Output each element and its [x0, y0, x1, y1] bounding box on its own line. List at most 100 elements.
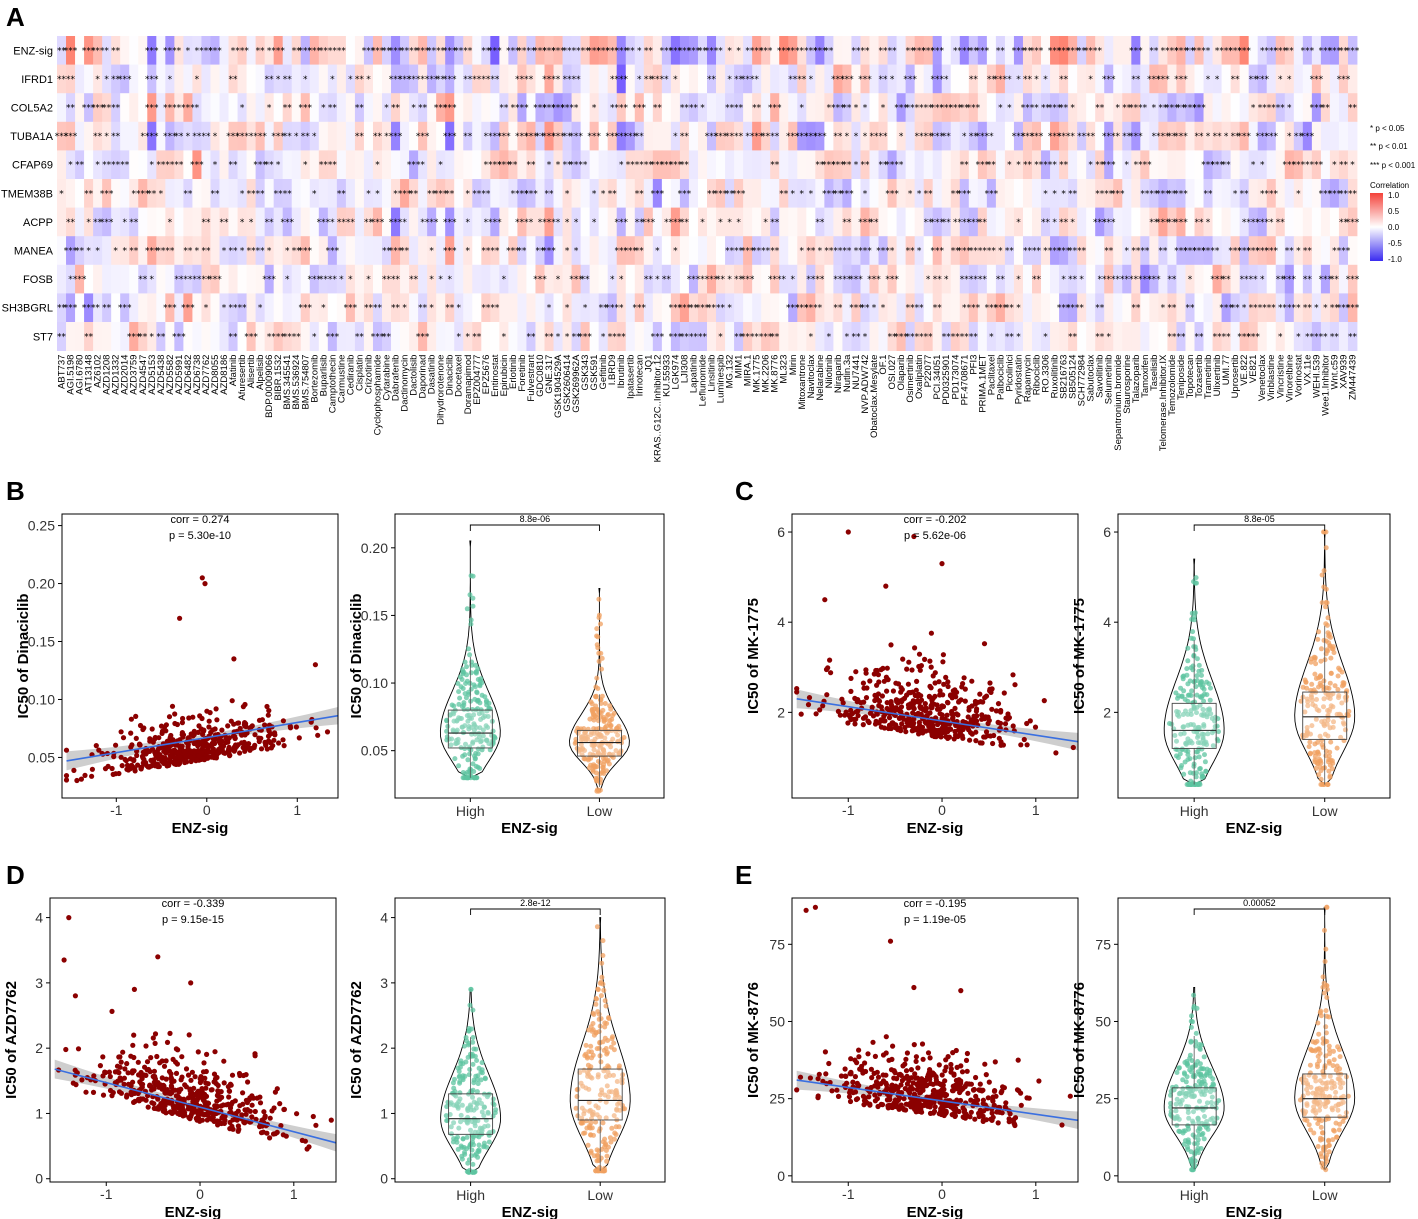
heatmap-cell-r4-c19	[228, 150, 238, 180]
heatmap-cell-r2-c56	[562, 93, 572, 123]
scatter-point	[145, 1104, 151, 1110]
heatmap-star-r1-c128: *	[1215, 75, 1220, 85]
heatmap-cell-r1-c127	[1203, 64, 1213, 94]
heatmap-star-r8-c102: **	[978, 275, 988, 285]
heatmap-cell-r4-c9	[138, 150, 148, 180]
scatter-point	[894, 699, 900, 705]
heatmap-star-r9-c134: **	[1267, 304, 1277, 314]
heatmap-cell-r6-c44	[454, 207, 464, 237]
heatmap-cell-r4-c68	[670, 150, 681, 180]
heatmap-star-r2-c51: ***	[515, 104, 529, 114]
heatmap-cell-r10-c98	[941, 322, 952, 351]
heatmap-cell-r5-c119	[1131, 179, 1141, 208]
heatmap-star-r6-c87: **	[842, 218, 852, 228]
heatmap-cell-r9-c132	[1248, 293, 1259, 323]
heatmap-cell-r6-c137	[1293, 207, 1304, 237]
heatmap-cell-r0-c41	[427, 36, 437, 65]
heatmap-cell-r0-c46	[472, 36, 482, 65]
heatmap-star-r6-c55: *	[556, 218, 561, 228]
heatmap-cell-r3-c87	[842, 121, 852, 151]
heatmap-star-r7-c92: *	[890, 247, 895, 257]
heatmap-cell-r0-c48	[490, 36, 500, 65]
heatmap-star-r2-c49: **	[499, 104, 509, 114]
heatmap-cell-r10-c136	[1284, 322, 1295, 351]
heatmap-star-r3-c91: **	[879, 132, 889, 142]
heatmap-cell-r9-c117	[1113, 293, 1123, 323]
heatmap-star-r3-c84: ***	[813, 132, 827, 142]
heatmap-star-r1-c23: **	[265, 75, 275, 85]
heatmap-star-r9-c105: **	[1005, 304, 1015, 314]
heatmap-star-r4-c105: *	[1007, 161, 1012, 171]
heatmap-cell-r1-c60	[598, 64, 609, 94]
heatmap-star-r10-c9: **	[138, 332, 148, 342]
heatmap-cell-r7-c65	[643, 236, 654, 266]
heatmap-cell-r4-c54	[544, 150, 554, 180]
heatmap-cell-r8-c125	[1185, 264, 1195, 294]
heatmap-cell-r8-c50	[508, 264, 518, 294]
heatmap-cell-r0-c75	[734, 36, 744, 65]
heatmap-cell-r0-c51	[517, 36, 527, 65]
heatmap-cell-r10-c75	[734, 322, 744, 351]
heatmap-cell-r2-c47	[481, 93, 491, 123]
violin-point-low	[1319, 572, 1325, 578]
scatter-point	[131, 1032, 137, 1038]
heatmap-cell-r9-c60	[598, 293, 609, 323]
heatmap-cell-r4-c134	[1266, 150, 1277, 180]
violin-point-low	[1319, 742, 1325, 748]
heatmap-cell-r1-c68	[670, 64, 681, 94]
heatmap-star-r10-c132: ***	[1246, 332, 1260, 342]
heatmap-cell-r5-c33	[354, 179, 365, 208]
heatmap-star-r1-c127: *	[1206, 75, 1211, 85]
heatmap-cell-r1-c30	[327, 64, 338, 94]
heatmap-star-r0-c54: ***	[542, 46, 556, 56]
heatmap-cell-r0-c95	[914, 36, 925, 65]
heatmap-star-r2-c126: ***	[1192, 104, 1206, 114]
heatmap-cell-r4-c32	[345, 150, 356, 180]
heatmap-star-r5-c56: *	[565, 189, 570, 199]
heatmap-star-r1-c48: **	[490, 75, 500, 85]
heatmap-cell-r5-c46	[472, 179, 482, 208]
heatmap-row-label-8: FOSB	[23, 274, 53, 286]
heatmap-star-r1-c10: ***	[145, 75, 159, 85]
heatmap-star-r9-c4: *	[95, 304, 100, 314]
heatmap-star-r8-c34: *	[366, 275, 371, 285]
heatmap-star-r0-c19: *	[231, 46, 236, 56]
scatter-point	[922, 656, 928, 663]
heatmap-cell-r8-c59	[589, 264, 600, 294]
scatter-point	[196, 723, 202, 729]
heatmap-star-r7-c2: **	[75, 247, 85, 257]
heatmap-cell-r3-c64	[634, 121, 645, 151]
heatmap-cell-r1-c100	[959, 64, 970, 94]
heatmap-cell-r3-c75	[734, 121, 744, 151]
heatmap-cell-r5-c59	[589, 179, 600, 208]
heatmap-star-r2-c37: **	[391, 104, 401, 114]
heatmap-star-r4-c111: **	[1059, 161, 1069, 171]
heatmap-cell-r7-c58	[580, 236, 591, 266]
scatter-point	[256, 717, 263, 723]
heatmap-cell-r4-c78	[761, 150, 771, 180]
heatmap-cell-r9-c45	[463, 293, 473, 323]
heatmap-star-r4-c89: **	[860, 161, 870, 171]
heatmap-cell-r1-c136	[1284, 64, 1295, 94]
heatmap-cell-r6-c98	[941, 207, 952, 237]
scatter-point	[888, 642, 894, 648]
heatmap-cell-r4-c91	[878, 150, 888, 180]
heatmap-cell-r4-c20	[237, 150, 247, 180]
heatmap-star-r2-c40: **	[418, 104, 428, 114]
violin-point-high	[475, 698, 481, 704]
heatmap-cell-r7-c84	[815, 236, 825, 266]
heatmap-cell-r0-c8	[129, 36, 139, 65]
heatmap-cell-r8-c32	[345, 264, 356, 294]
heatmap-cell-r8-c62	[616, 264, 627, 294]
heatmap-cell-r5-c43	[445, 179, 455, 208]
heatmap-cell-r5-c113	[1077, 179, 1087, 208]
heatmap-star-r9-c143: ***	[1346, 304, 1360, 314]
heatmap-cell-r10-c111	[1059, 322, 1069, 351]
heatmap-star-r2-c143: **	[1348, 104, 1358, 114]
heatmap-cell-r3-c113	[1077, 121, 1087, 151]
heatmap-cell-r4-c26	[291, 150, 302, 180]
heatmap-cell-r5-c62	[616, 179, 627, 208]
scatter-point	[990, 740, 996, 747]
heatmap-cell-r7-c23	[264, 236, 275, 266]
